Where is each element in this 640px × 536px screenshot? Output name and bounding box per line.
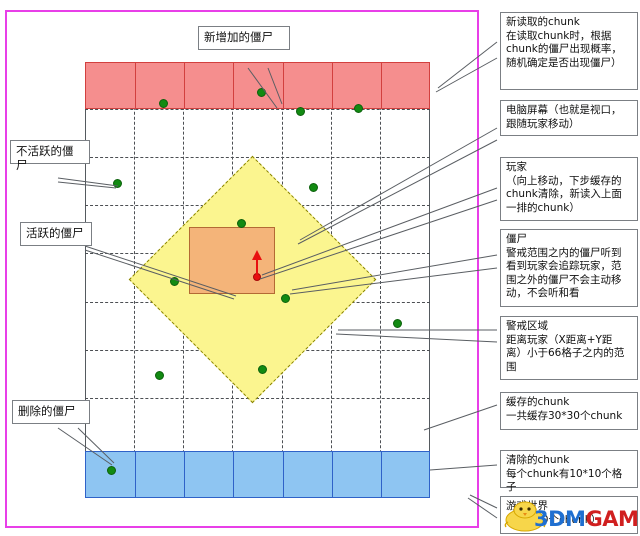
callout-game-world[interactable]: 游戏世界 （60*60个chunk）: [500, 496, 638, 534]
callout-cached-chunk[interactable]: 缓存的chunk 一共缓存30*30个chunk: [500, 392, 638, 430]
callout-active-zombie[interactable]: 活跃的僵尸: [20, 222, 92, 246]
callout-inactive-zombie[interactable]: 不活跃的僵尸: [10, 140, 90, 172]
zombie-dot: [159, 99, 168, 108]
zombie-dot: [113, 179, 122, 188]
chunk-divider: [332, 63, 333, 108]
chunk-divider: [381, 63, 382, 108]
chunk-divider: [283, 452, 284, 497]
callout-new-zombie[interactable]: 新增加的僵尸: [198, 26, 290, 50]
chunk-divider: [381, 452, 382, 497]
callout-zombie[interactable]: 僵尸 警戒范围之内的僵尸听到 看到玩家会追踪玩家，范 围之外的僵尸不会主动移 动…: [500, 229, 638, 307]
callout-new-loaded-chunk[interactable]: 新读取的chunk 在读取chunk时，根据 chunk的僵尸出现概率， 随机确…: [500, 12, 638, 90]
zombie-dot: [258, 365, 267, 374]
grid-line-h: [85, 109, 430, 110]
zombie-dot: [281, 294, 290, 303]
grid-line-h: [85, 398, 430, 399]
zombie-dot: [354, 104, 363, 113]
zombie-dot: [393, 319, 402, 328]
callout-alert-zone[interactable]: 警戒区域 距离玩家（X距离+Y距 离）小于66格子之内的范 围: [500, 316, 638, 380]
zombie-dot: [309, 183, 318, 192]
chunk-divider: [283, 63, 284, 108]
chunk-divider: [135, 63, 136, 108]
callout-cleared-chunk[interactable]: 清除的chunk 每个chunk有10*10个格子: [500, 450, 638, 493]
callout-computer-screen[interactable]: 电脑屏幕（也就是视口， 跟随玩家移动）: [500, 100, 638, 136]
chunk-divider: [135, 452, 136, 497]
player-direction-arrow-icon: [252, 250, 262, 260]
zombie-dot: [296, 107, 305, 116]
zombie-dot: [107, 466, 116, 475]
chunk-divider: [233, 452, 234, 497]
callout-deleted-zombie[interactable]: 删除的僵尸: [12, 400, 90, 424]
zombie-dot: [237, 219, 246, 228]
callout-player[interactable]: 玩家 （向上移动，下步缓存的 chunk清除，新读入上面 一排的chunk）: [500, 157, 638, 221]
zombie-dot: [170, 277, 179, 286]
new-loaded-chunk-band: [85, 62, 430, 109]
zombie-dot: [155, 371, 164, 380]
chunk-divider: [332, 452, 333, 497]
chunk-divider: [184, 452, 185, 497]
cleared-chunk-band: [85, 451, 430, 498]
grid-line-h: [85, 157, 430, 158]
player-direction-stem: [256, 258, 258, 275]
chunk-divider: [233, 63, 234, 108]
viewport-rect: [189, 227, 275, 294]
chunk-divider: [184, 63, 185, 108]
grid-line-v: [380, 62, 381, 498]
game-world-canvas: [85, 62, 430, 498]
